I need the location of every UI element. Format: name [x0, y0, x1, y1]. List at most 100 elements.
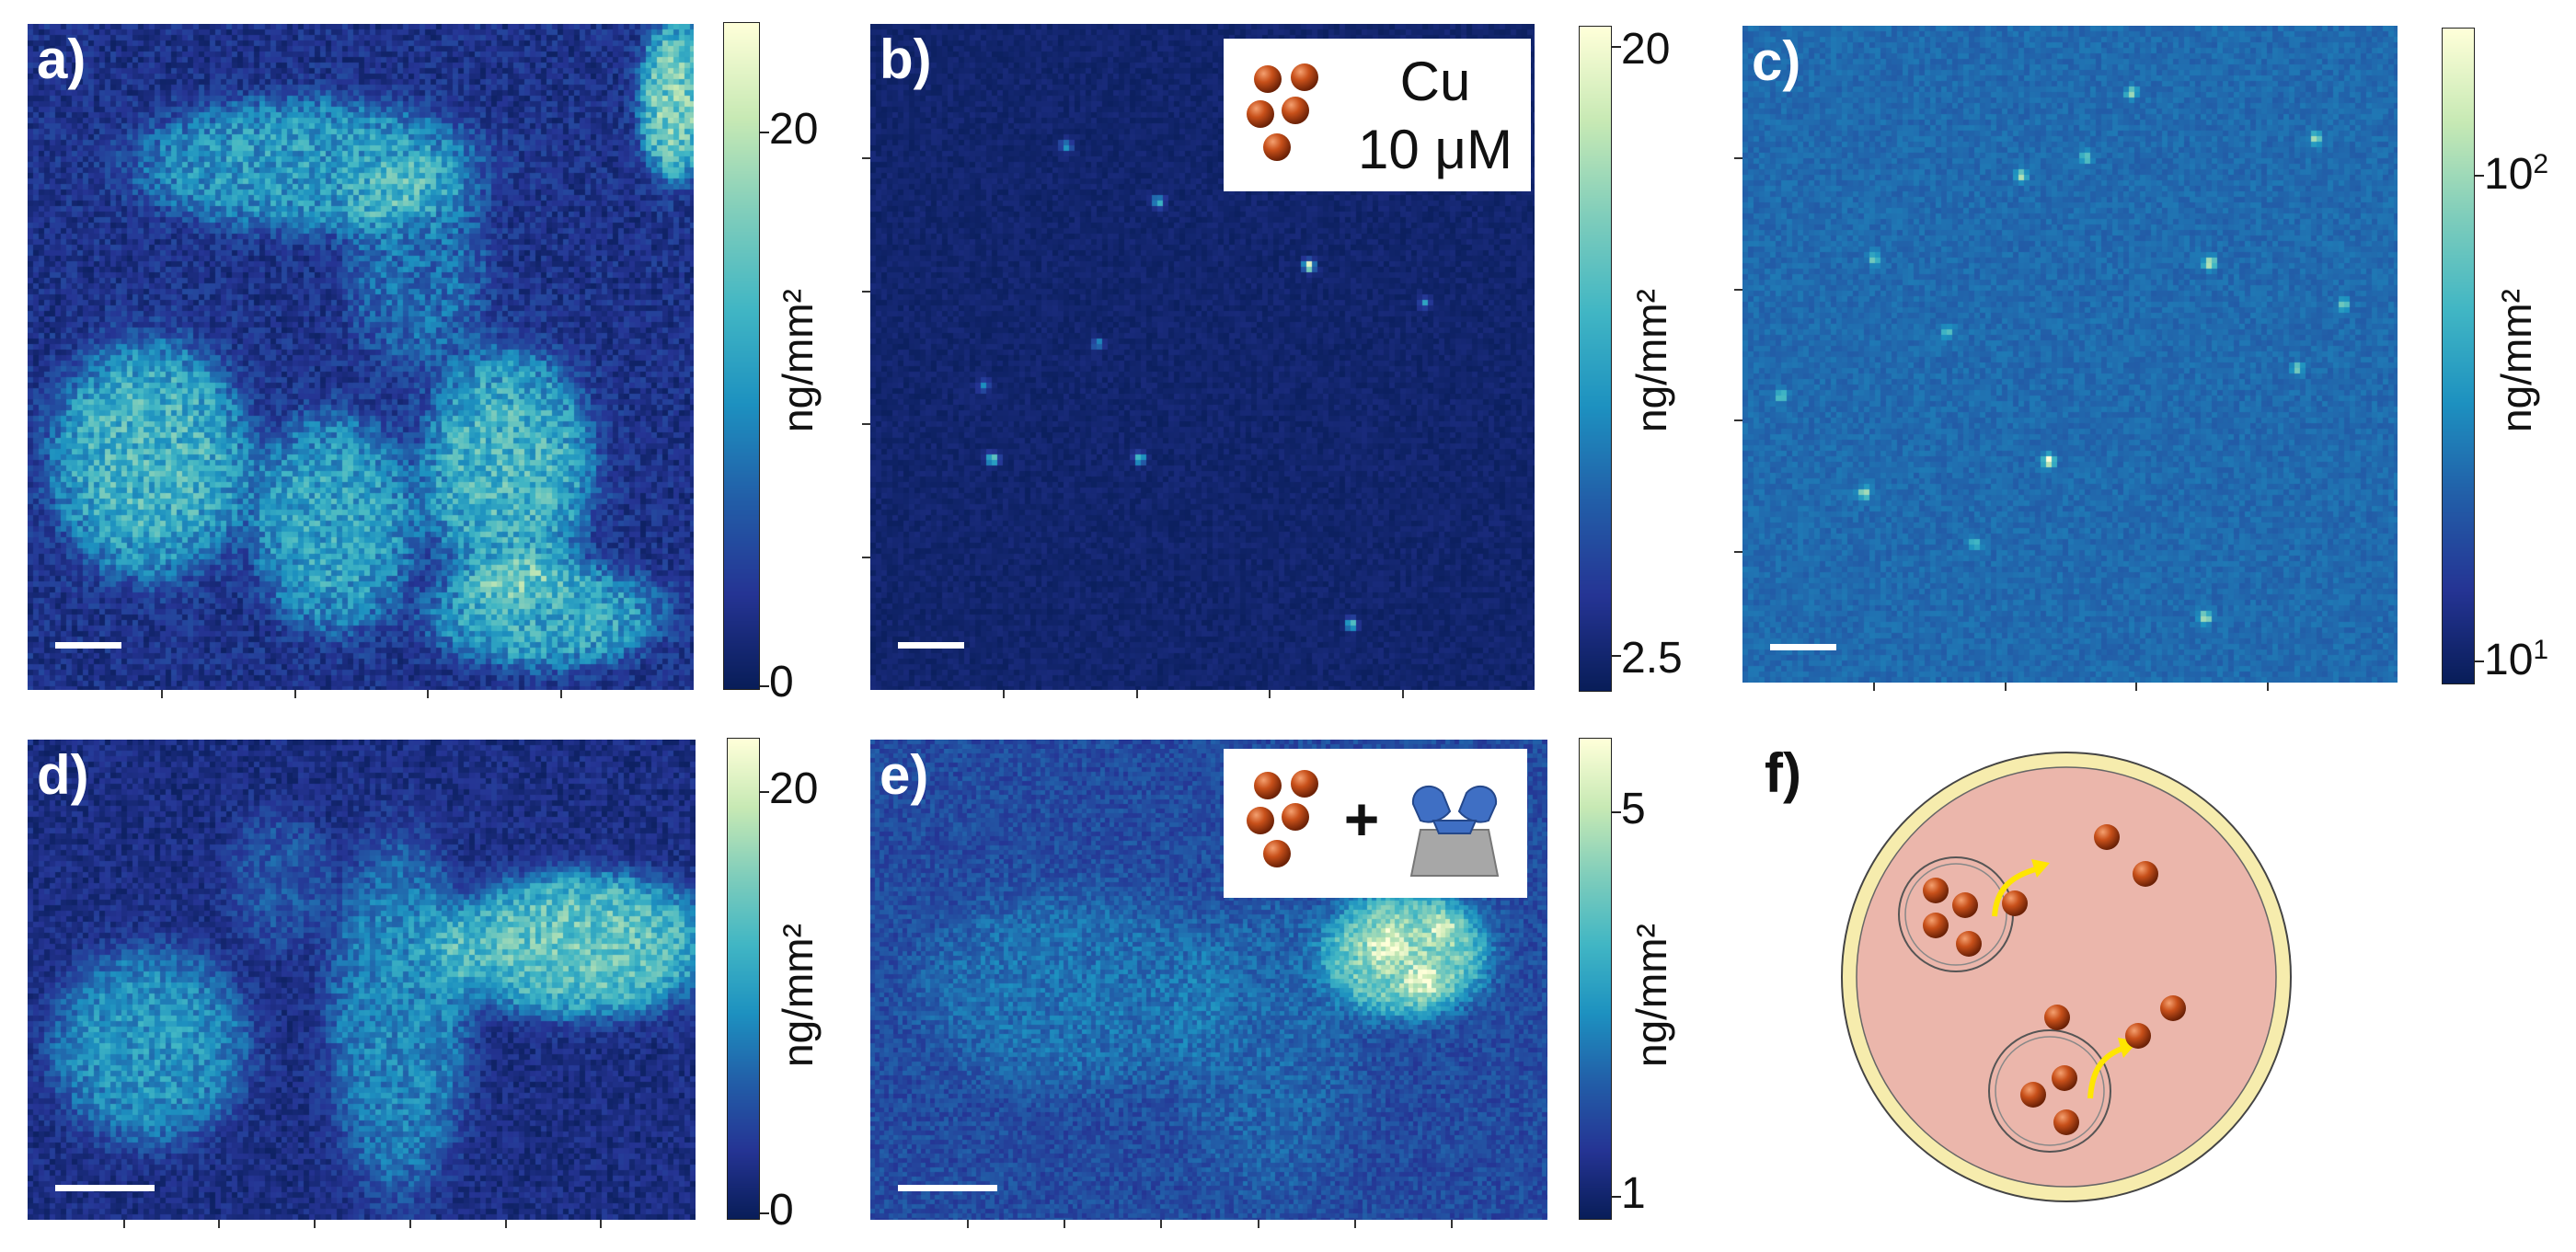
heatmap-b: b) Cu 10 μM — [870, 24, 1535, 690]
colorbar-e — [1579, 738, 1612, 1220]
cbar-c-tick-10: 101 — [2484, 635, 2549, 684]
axis-tick — [293, 690, 296, 698]
legend-concentration: 10 μM — [1358, 119, 1512, 180]
axis-tick — [2004, 683, 2007, 691]
axis-tick — [2135, 683, 2138, 691]
heatmap-d: d) — [28, 740, 696, 1220]
axis-tick — [1064, 1220, 1066, 1228]
nanoparticle — [2002, 890, 2028, 916]
axis-tick — [1873, 683, 1876, 691]
axis-tick — [1135, 690, 1138, 698]
heatmap-d-image — [28, 740, 696, 1220]
axis-tick — [862, 290, 870, 293]
axis-tick — [504, 1220, 507, 1228]
axis-tick — [1269, 690, 1271, 698]
nanoparticle — [1254, 772, 1282, 799]
cbar-c-tick-100: 102 — [2484, 149, 2549, 199]
colorbar-d — [727, 738, 760, 1220]
axis-tick — [600, 1220, 603, 1228]
nanoparticle — [2094, 824, 2120, 850]
scale-bar — [898, 1185, 997, 1191]
axis-tick — [314, 1220, 316, 1228]
nanoparticle — [1282, 97, 1309, 124]
heatmap-e: e) + — [870, 740, 1547, 1220]
cbar-b-tick-2.5: 2.5 — [1621, 634, 1683, 683]
nanoparticle — [1247, 100, 1274, 128]
nanoparticle — [1923, 913, 1949, 938]
axis-tick — [160, 690, 163, 698]
cbar-tick-mark — [760, 132, 769, 133]
nanoparticle — [1254, 65, 1282, 93]
cbar-d-tick-0: 0 — [769, 1186, 794, 1235]
colorbar-b — [1579, 26, 1612, 692]
axis-tick — [862, 156, 870, 159]
legend-plus: + — [1343, 785, 1380, 853]
axis-tick — [1734, 419, 1742, 422]
nanoparticle — [1923, 878, 1949, 903]
nanoparticle — [2052, 1065, 2077, 1091]
panel-label-f: f) — [1765, 742, 1801, 804]
cbar-tick-mark — [1612, 811, 1621, 813]
cbar-a-tick-0: 0 — [769, 658, 794, 706]
nanoparticle — [1263, 840, 1291, 867]
nanoparticle — [1291, 770, 1318, 798]
axis-tick — [218, 1220, 221, 1228]
nanoparticle — [2044, 1005, 2070, 1030]
cbar-a-unit: ng/mm² — [774, 289, 822, 432]
nanoparticle — [2125, 1023, 2151, 1049]
nanoparticle — [2160, 995, 2186, 1021]
axis-tick — [1257, 1220, 1259, 1228]
cbar-tick-mark — [760, 791, 769, 793]
cbar-b-tick-20: 20 — [1621, 25, 1671, 74]
axis-tick — [1734, 551, 1742, 554]
heatmap-a-image — [28, 24, 694, 690]
cbar-tick-mark — [760, 1212, 769, 1214]
axis-tick — [1450, 1220, 1453, 1228]
scale-bar — [55, 642, 121, 649]
nanoparticle — [2053, 1109, 2079, 1135]
axis-tick — [1353, 1220, 1356, 1228]
legend-element: Cu — [1399, 51, 1471, 112]
panel-label-e: e) — [880, 744, 929, 806]
scale-bar — [55, 1185, 155, 1191]
axis-tick — [560, 690, 563, 698]
cbar-tick-mark — [1612, 655, 1621, 657]
nanoparticle — [1956, 931, 1982, 957]
legend-cu: Cu 10 μM — [1224, 39, 1531, 191]
vesicle — [1988, 1029, 2111, 1153]
axis-tick — [2266, 683, 2269, 691]
release-arrow — [1992, 866, 2040, 917]
cbar-b-unit: ng/mm² — [1627, 289, 1675, 432]
nanoparticle — [1952, 892, 1978, 918]
cbar-tick-mark — [1612, 1196, 1621, 1198]
release-arrow — [2087, 1044, 2128, 1099]
cell-schematic — [1841, 752, 2292, 1202]
cbar-tick-mark — [2475, 175, 2484, 177]
legend-cu-plus-chelator: + — [1224, 749, 1527, 898]
cbar-c-unit: ng/mm² — [2492, 289, 2540, 432]
cell-interior — [1856, 766, 2277, 1188]
axis-tick — [1734, 288, 1742, 291]
scale-bar — [1770, 644, 1836, 650]
nanoparticle — [2020, 1082, 2046, 1108]
axis-tick — [1734, 156, 1742, 159]
axis-tick — [1401, 690, 1404, 698]
nanoparticle-cluster-icon — [1247, 770, 1318, 867]
axis-tick — [408, 1220, 411, 1228]
cbar-e-unit: ng/mm² — [1627, 924, 1675, 1067]
axis-tick — [1003, 690, 1006, 698]
heatmap-a: a) — [28, 24, 694, 690]
nanoparticle — [1291, 63, 1318, 91]
cbar-e-tick-1: 1 — [1621, 1169, 1646, 1218]
cbar-tick-mark — [1612, 46, 1621, 48]
heatmap-c: c) — [1742, 26, 2398, 683]
axis-tick — [427, 690, 430, 698]
chelator-receptor-icon — [1409, 785, 1500, 877]
cbar-e-tick-5: 5 — [1621, 785, 1646, 833]
panel-label-c: c) — [1752, 30, 1801, 92]
nanoparticle — [1247, 807, 1274, 834]
cbar-tick-mark — [760, 685, 769, 687]
cbar-a-tick-20: 20 — [769, 105, 819, 154]
panel-label-b: b) — [880, 29, 932, 90]
cbar-d-tick-20: 20 — [769, 764, 819, 813]
